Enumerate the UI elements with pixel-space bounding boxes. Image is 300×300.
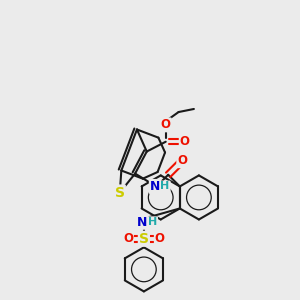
Text: O: O: [177, 154, 187, 167]
Text: H: H: [160, 182, 170, 191]
Text: N: N: [150, 180, 160, 193]
Text: O: O: [155, 232, 165, 245]
Text: O: O: [161, 118, 171, 131]
Text: H: H: [148, 217, 157, 227]
Text: O: O: [180, 135, 190, 148]
Text: O: O: [123, 232, 133, 245]
Text: N: N: [137, 216, 148, 229]
Text: S: S: [115, 186, 125, 200]
Text: S: S: [139, 232, 149, 246]
